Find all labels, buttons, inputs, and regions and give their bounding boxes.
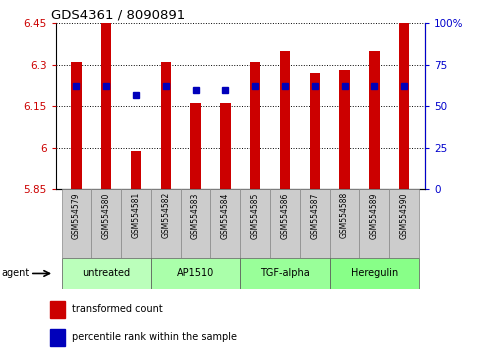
Text: GSM554589: GSM554589 (370, 192, 379, 239)
Text: GSM554588: GSM554588 (340, 192, 349, 238)
Bar (151, 258, 241, 289)
Bar (330, 258, 419, 289)
Bar (131, 150, 141, 189)
Bar (369, 51, 380, 189)
Bar (211, 189, 241, 258)
Bar (300, 189, 330, 258)
Text: GSM554586: GSM554586 (281, 192, 289, 239)
Bar (61, 189, 91, 258)
Text: GSM554580: GSM554580 (102, 192, 111, 239)
Bar (250, 62, 260, 189)
Text: TGF-alpha: TGF-alpha (260, 268, 310, 279)
Text: transformed count: transformed count (72, 304, 163, 314)
Bar (181, 189, 211, 258)
Text: GSM554581: GSM554581 (131, 192, 141, 238)
Text: GSM554582: GSM554582 (161, 192, 170, 238)
Text: percentile rank within the sample: percentile rank within the sample (72, 332, 238, 342)
Bar (101, 23, 112, 189)
Text: GSM554590: GSM554590 (399, 192, 409, 239)
Bar (310, 73, 320, 189)
Text: GDS4361 / 8090891: GDS4361 / 8090891 (51, 9, 185, 22)
Bar (71, 62, 82, 189)
Bar (160, 62, 171, 189)
Bar (61, 258, 151, 289)
Text: GSM554585: GSM554585 (251, 192, 260, 239)
Text: GSM554584: GSM554584 (221, 192, 230, 239)
Bar (389, 189, 419, 258)
Bar (91, 189, 121, 258)
Text: AP1510: AP1510 (177, 268, 214, 279)
Bar (280, 51, 290, 189)
Text: untreated: untreated (82, 268, 130, 279)
Text: GSM554579: GSM554579 (72, 192, 81, 239)
Bar (330, 189, 359, 258)
Bar (151, 189, 181, 258)
Bar (270, 189, 300, 258)
Bar (220, 103, 230, 189)
Text: agent: agent (1, 268, 29, 279)
Text: GSM554587: GSM554587 (310, 192, 319, 239)
Bar (399, 23, 410, 189)
Bar (190, 103, 201, 189)
Bar (241, 258, 330, 289)
Bar (50, 329, 65, 346)
Text: GSM554583: GSM554583 (191, 192, 200, 239)
Bar (121, 189, 151, 258)
Bar (241, 189, 270, 258)
Bar (340, 70, 350, 189)
Text: Heregulin: Heregulin (351, 268, 398, 279)
Bar (50, 301, 65, 318)
Bar (359, 189, 389, 258)
